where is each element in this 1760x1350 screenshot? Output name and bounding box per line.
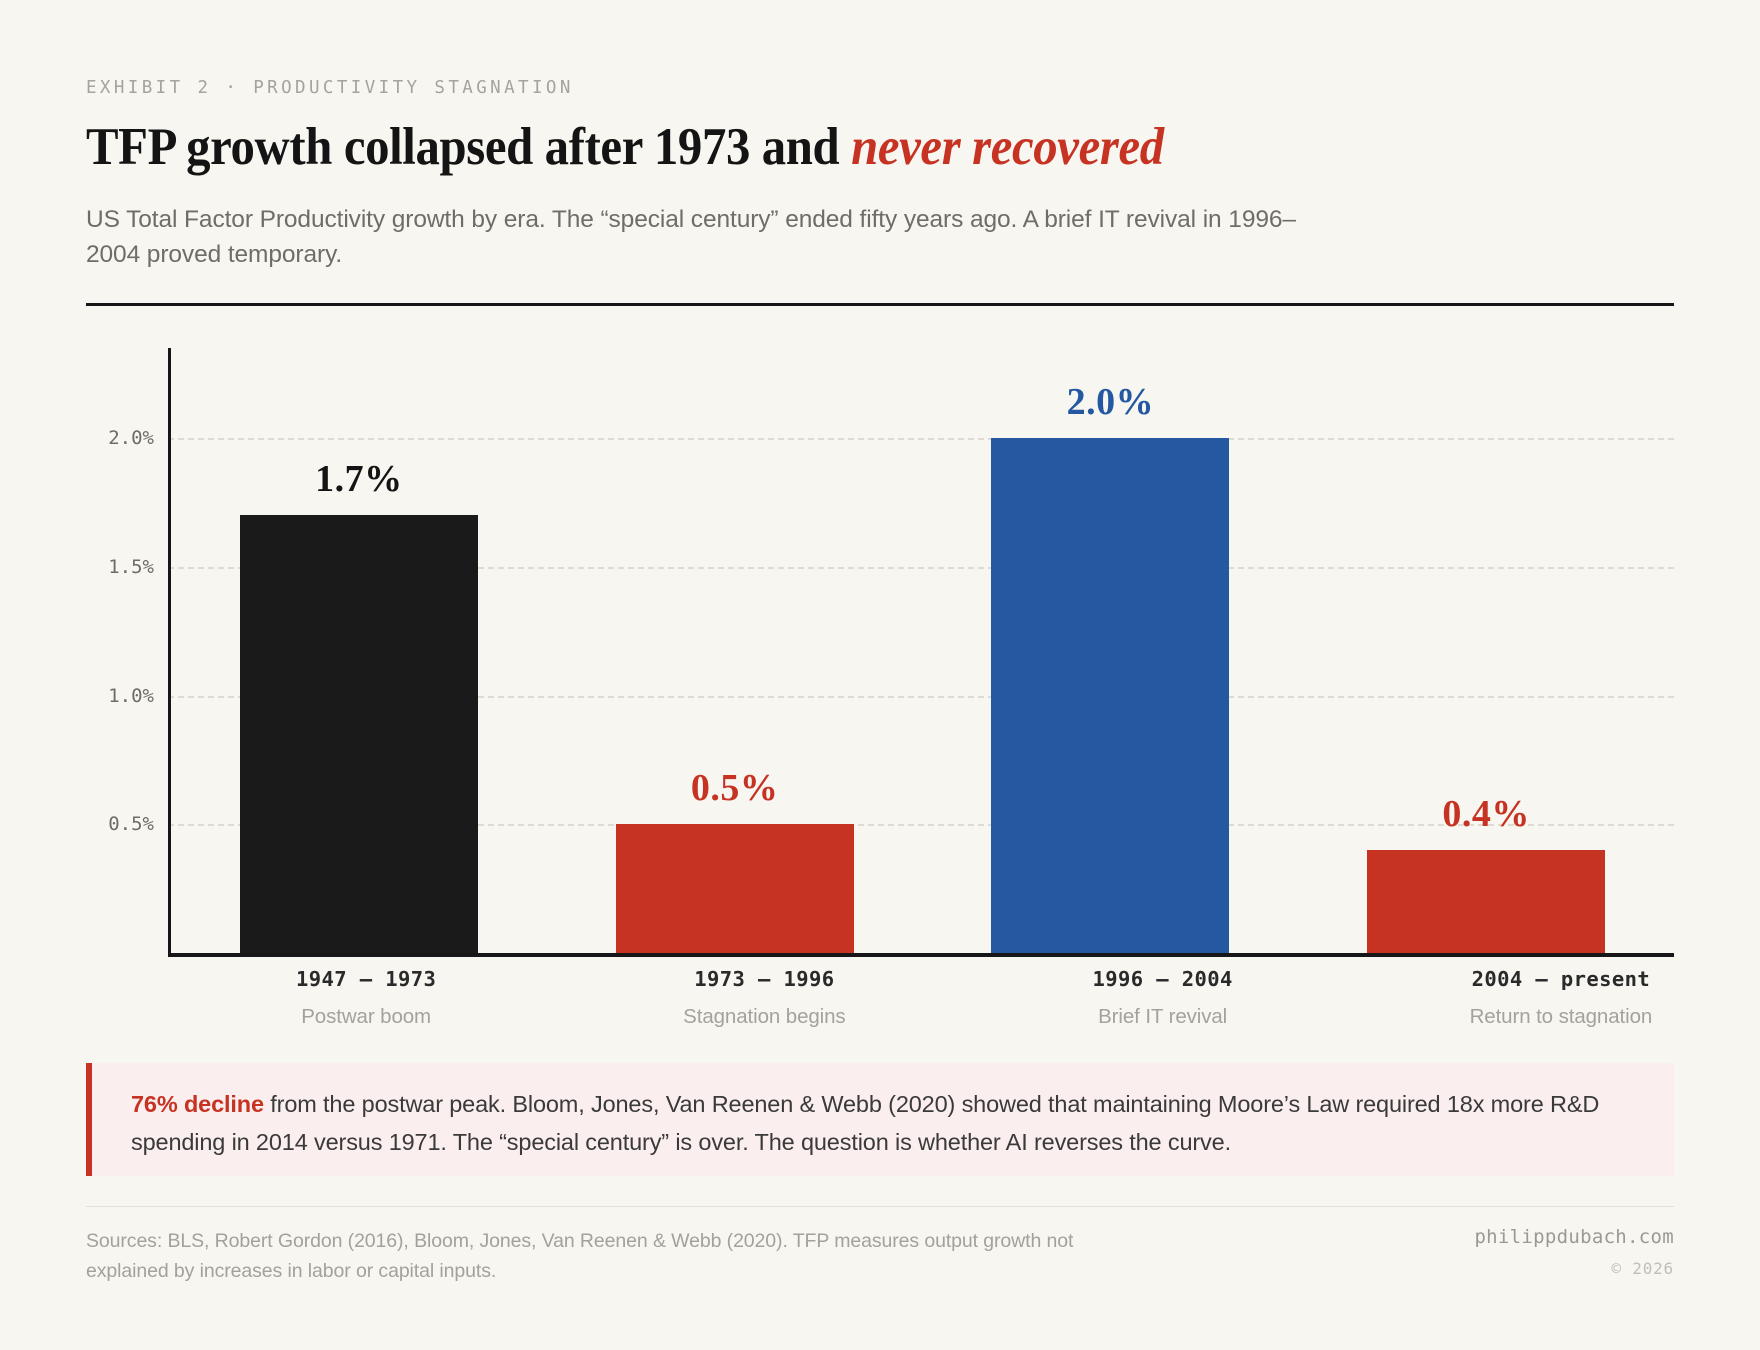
footer-brand: philippdubach.com © 2026 <box>1474 1226 1674 1278</box>
bar[interactable] <box>615 824 854 953</box>
callout-box: 76% decline from the postwar peak. Bloom… <box>86 1063 1674 1176</box>
x-axis-label-group: 1947 – 1973 Postwar boom <box>167 967 565 1029</box>
header-divider <box>86 303 1674 306</box>
gridline <box>168 438 1674 441</box>
header: EXHIBIT 2 · PRODUCTIVITY STAGNATION TFP … <box>86 78 1674 273</box>
bar[interactable] <box>1367 850 1606 953</box>
gridline <box>168 566 1674 569</box>
bar-series: 1.7% 0.5% 2.0% 0.4% <box>171 348 1674 953</box>
x-axis-period-label: 2004 – present <box>1471 967 1651 991</box>
copyright: © 2026 <box>1611 1259 1674 1278</box>
x-axis-line <box>168 953 1674 957</box>
y-axis-tick-label: 0.5% <box>108 813 154 836</box>
x-axis-label-group: 2004 – present Return to stagnation <box>1362 967 1760 1029</box>
callout-body: from the postwar peak. Bloom, Jones, Van… <box>131 1091 1600 1156</box>
bar-value-label: 2.0% <box>1066 381 1155 424</box>
gridline <box>168 824 1674 827</box>
bar-slot: 0.5% <box>547 348 923 953</box>
bar[interactable] <box>239 515 478 953</box>
y-axis-tick-label: 2.0% <box>108 427 154 450</box>
x-axis-sublabel: Postwar boom <box>301 1005 432 1028</box>
x-axis-sublabel: Stagnation begins <box>683 1005 846 1028</box>
bar-value-label: 1.7% <box>315 458 403 501</box>
x-axis-period-label: 1947 – 1973 <box>296 967 437 991</box>
x-axis-period-label: 1973 – 1996 <box>694 967 835 991</box>
x-axis-sublabel: Brief IT revival <box>1098 1005 1228 1028</box>
bar-slot: 0.4% <box>1298 348 1674 953</box>
y-axis-tick-label: 1.5% <box>108 555 154 578</box>
bar[interactable] <box>991 438 1230 953</box>
y-axis-line <box>168 348 171 956</box>
callout-text: 76% decline from the postwar peak. Bloom… <box>131 1085 1674 1161</box>
y-axis-ticks: 0.5% 1.0% 1.5% 2.0% <box>86 348 154 956</box>
site-url[interactable]: philippdubach.com <box>1474 1226 1674 1248</box>
page-title: TFP growth collapsed after 1973 and neve… <box>86 118 1547 176</box>
subtitle: US Total Factor Productivity growth by e… <box>86 205 1296 269</box>
eyebrow-label: EXHIBIT 2 · PRODUCTIVITY STAGNATION <box>86 78 574 98</box>
bar-value-label: 0.4% <box>1442 793 1530 836</box>
sources-note: Sources: BLS, Robert Gordon (2016), Bloo… <box>86 1230 1074 1283</box>
title-main: TFP growth collapsed after 1973 and <box>86 118 852 176</box>
gridline <box>168 695 1674 698</box>
plot-gridlines <box>168 348 1674 956</box>
x-axis-label-group: 1973 – 1996 Stagnation begins <box>565 967 963 1029</box>
x-axis-label-group: 1996 – 2004 Brief IT revival <box>964 967 1362 1029</box>
bar-chart: 0.5% 1.0% 1.5% 2.0% 1.7% 0.5% 2.0% 0.4% <box>86 348 1674 958</box>
x-axis-period-label: 1996 – 2004 <box>1092 967 1233 991</box>
title-accent: never recovered <box>851 118 1164 176</box>
footer-divider <box>86 1206 1674 1207</box>
bar-value-label: 0.5% <box>690 767 779 810</box>
y-axis-tick-label: 1.0% <box>108 684 154 707</box>
footer: Sources: BLS, Robert Gordon (2016), Bloo… <box>86 1226 1674 1286</box>
bar-slot: 2.0% <box>923 348 1299 953</box>
bar-slot: 1.7% <box>171 348 547 953</box>
x-axis-labels: 1947 – 1973 Postwar boom 1973 – 1996 Stagna… <box>167 967 1760 1029</box>
x-axis-sublabel: Return to stagnation <box>1469 1005 1653 1028</box>
callout-highlight: 76% decline <box>131 1091 264 1117</box>
